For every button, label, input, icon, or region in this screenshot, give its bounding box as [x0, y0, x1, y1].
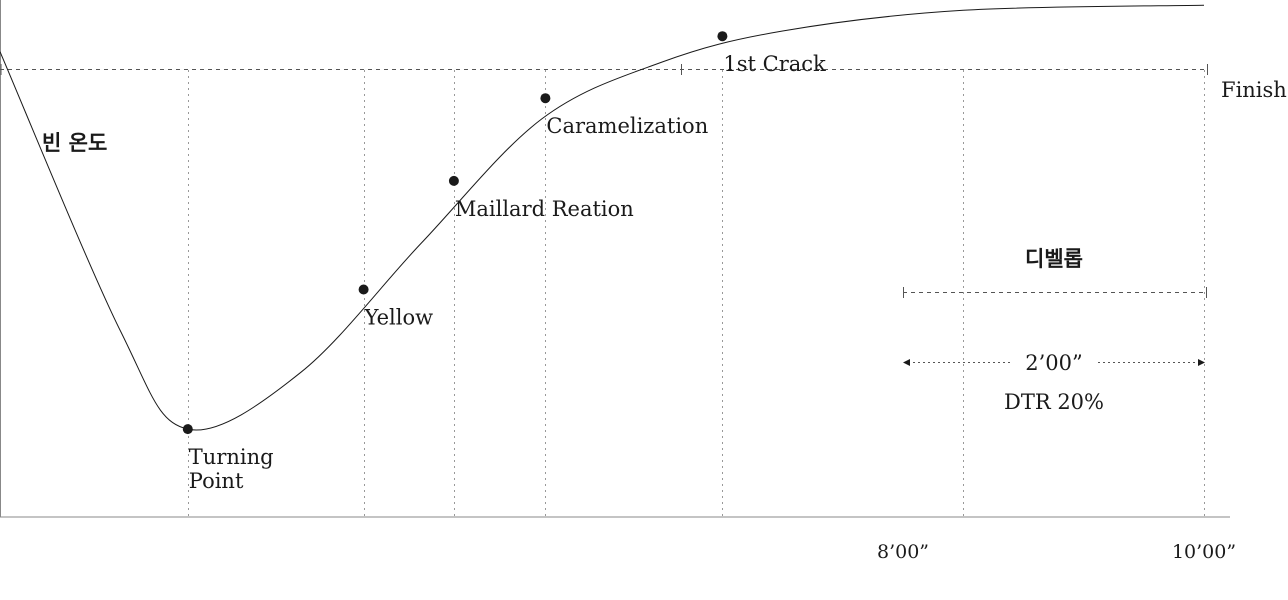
x-tick-label-10min: 10’00” [1172, 541, 1236, 563]
development-label: 디벨롭 [1025, 247, 1083, 271]
development-dtr: DTR 20% [1004, 390, 1104, 414]
duration-arrowhead-left [903, 359, 910, 366]
y-axis-label: 빈 온도 [42, 131, 107, 155]
event-label: 1st Crack [723, 52, 826, 76]
development-duration: 2’00” [1025, 351, 1083, 375]
bean-temperature-curve [0, 4, 1205, 431]
event-label: Turning [189, 445, 274, 469]
event-label-line2: Point [189, 469, 244, 493]
duration-arrowhead-right [1198, 359, 1205, 366]
event-point [540, 93, 551, 104]
event-label: Yellow [364, 306, 434, 330]
event-point [717, 31, 728, 42]
event-label: Caramelization [546, 114, 708, 138]
event-label: Maillard Reation [455, 197, 634, 221]
x-tick-label-8min: 8’00” [877, 541, 929, 563]
event-point [358, 284, 369, 295]
finish-label: Finish [1221, 78, 1287, 102]
event-point [182, 424, 193, 435]
event-point [448, 175, 459, 186]
development-phase: 디벨롭 2’00” DTR 20% [903, 247, 1207, 414]
